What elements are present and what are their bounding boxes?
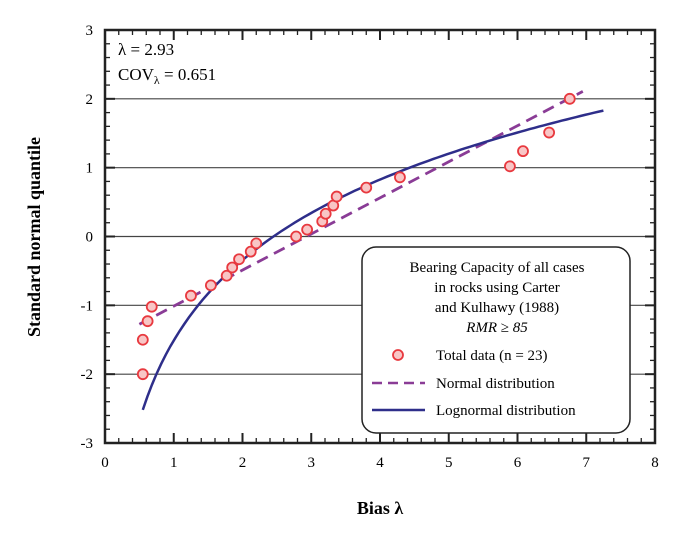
x-tick-label: 5 — [445, 455, 453, 471]
x-tick-label: 6 — [514, 455, 522, 471]
data-point — [517, 145, 529, 158]
legend-entry-data: Total data (n = 23) — [436, 348, 548, 364]
data-point — [141, 315, 154, 328]
data-point — [330, 190, 343, 203]
legend-marker-data — [392, 349, 404, 361]
legend-title-2: in rocks using Carter — [434, 280, 559, 296]
data-point — [301, 223, 314, 236]
y-tick-label: 2 — [86, 92, 94, 108]
data-point — [543, 126, 556, 139]
y-tick-label: 1 — [86, 161, 94, 177]
data-point — [185, 289, 197, 302]
x-tick-label: 7 — [583, 455, 591, 471]
y-tick-label: -2 — [81, 367, 94, 383]
legend-title-3: and Kulhawy (1988) — [435, 300, 559, 316]
x-axis-label: Bias λ — [357, 498, 404, 518]
legend-entry-lognormal: Lognormal distribution — [436, 403, 576, 419]
x-tick-label: 8 — [651, 455, 659, 471]
x-tick-label: 3 — [308, 455, 316, 471]
data-point — [233, 253, 245, 266]
x-tick-label: 1 — [170, 455, 178, 471]
lognormal-distribution-curve — [141, 109, 604, 411]
annotation-lambda: λ = 2.93 — [118, 40, 174, 59]
data-point — [136, 368, 149, 381]
data-point — [394, 171, 406, 184]
y-axis-label: Standard normal quantile — [24, 137, 44, 337]
data-point — [250, 237, 263, 250]
legend-entry-normal: Normal distribution — [436, 376, 555, 392]
data-point — [226, 261, 239, 274]
data-point — [204, 279, 217, 292]
y-tick-label: -3 — [81, 436, 94, 452]
data-point — [220, 269, 233, 282]
x-tick-label: 2 — [239, 455, 247, 471]
legend-title-4: RMR ≥ 85 — [465, 320, 528, 336]
x-tick-label: 0 — [101, 455, 109, 471]
data-point — [504, 160, 516, 173]
legend-title-1: Bearing Capacity of all cases — [410, 260, 585, 276]
annotation-cov: COVλ = 0.651 — [118, 65, 216, 87]
y-tick-label: 0 — [86, 230, 94, 246]
plot-frame — [103, 28, 657, 445]
data-point — [244, 245, 257, 258]
y-tick-label: 3 — [86, 23, 94, 39]
data-point — [145, 300, 158, 313]
data-point — [360, 181, 373, 194]
data-point — [136, 333, 149, 346]
y-tick-label: -1 — [81, 298, 94, 314]
legend: Bearing Capacity of all cases in rocks u… — [361, 246, 631, 434]
x-tick-label: 4 — [376, 455, 384, 471]
data-point — [319, 207, 332, 220]
data-point — [290, 230, 303, 243]
data-point — [563, 92, 576, 105]
